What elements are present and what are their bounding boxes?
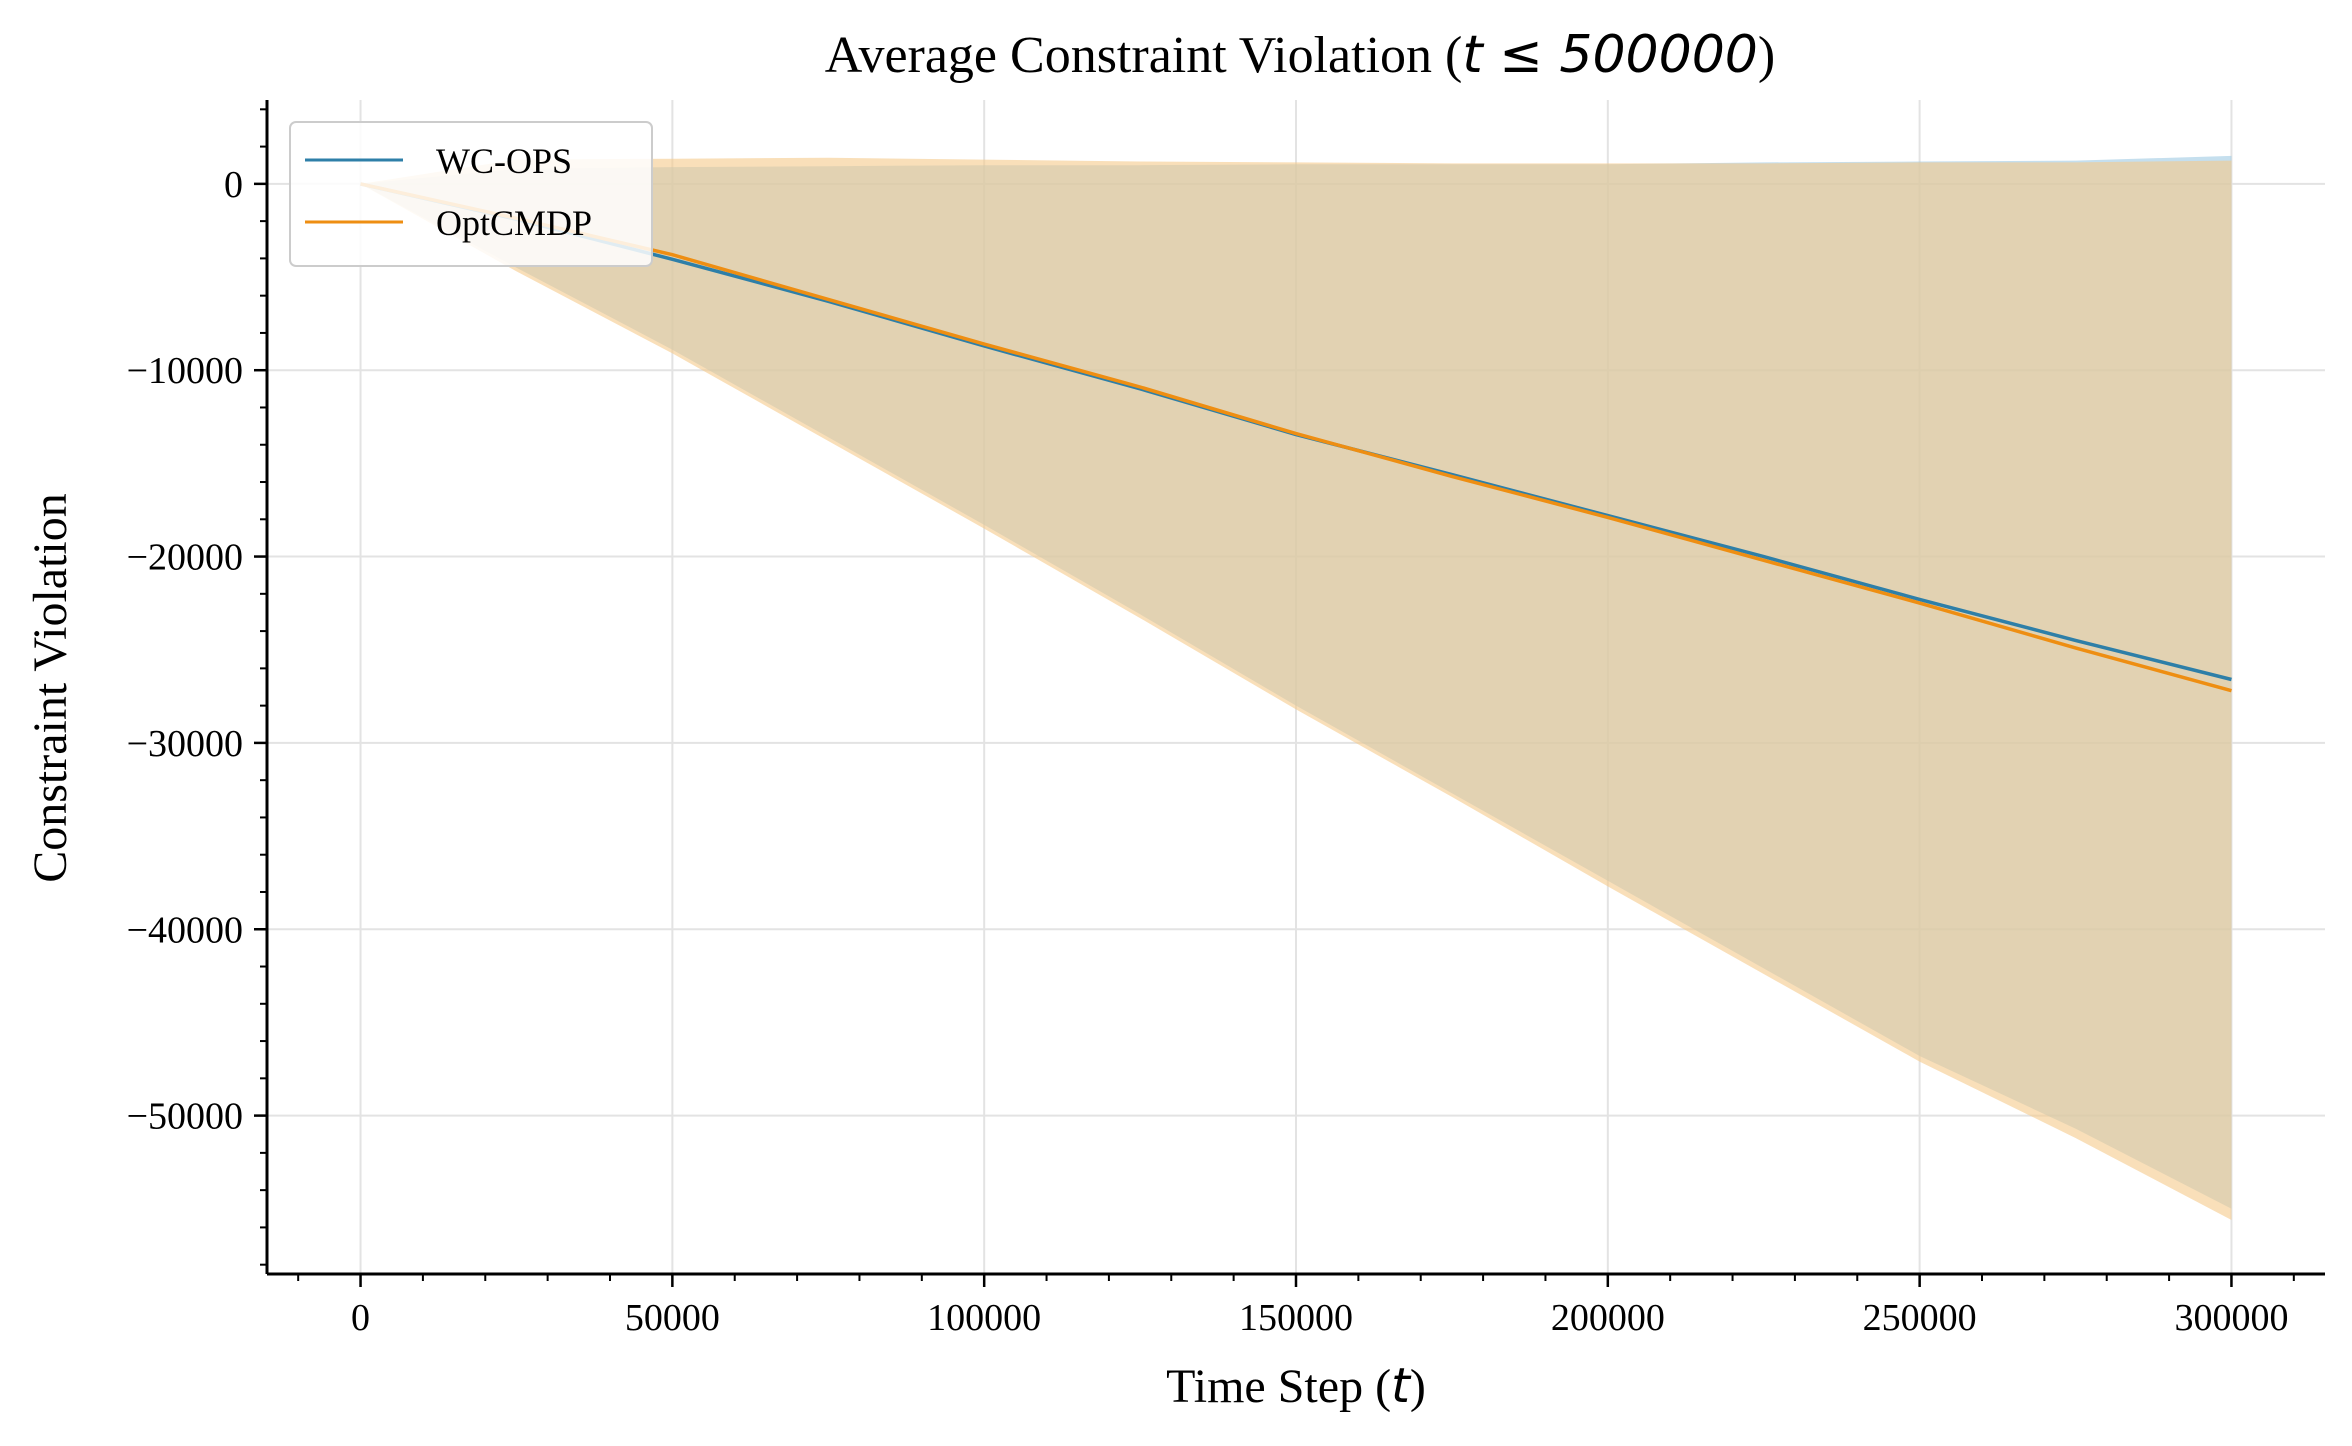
y-tick-label-0: 0 <box>224 164 243 206</box>
x-axis-label: Time Step (t) <box>1166 1358 1426 1414</box>
chart-title-suffix: ) <box>1758 27 1775 84</box>
line-optcmdp <box>360 182 2232 693</box>
x-tick-label-5: 250000 <box>1863 1297 1977 1339</box>
chart-title-math: t ≤ 500000 <box>1462 25 1758 85</box>
y-axis-label: Constraint Violation <box>24 493 77 883</box>
x-axis-label-math: t <box>1391 1358 1412 1414</box>
legend-label-optcmdp: OptCMDP <box>436 203 592 243</box>
x-axis-label-suffix: ) <box>1410 1360 1426 1413</box>
x-tick-label-0: 0 <box>351 1297 370 1339</box>
plot-area <box>267 100 2325 1274</box>
x-tick-label-2: 100000 <box>927 1297 1041 1339</box>
mean-lines <box>360 182 2232 693</box>
x-axis-label-prefix: Time Step ( <box>1166 1360 1391 1413</box>
x-tick-label-3: 150000 <box>1239 1297 1353 1339</box>
confidence-bands <box>360 155 2232 1220</box>
x-tick-label-1: 50000 <box>625 1297 720 1339</box>
y-tick-label-4: −40000 <box>127 909 243 951</box>
y-tick-label-5: −50000 <box>127 1096 243 1138</box>
legend: WC-OPS OptCMDP <box>289 121 653 267</box>
band-optcmdp <box>360 157 2232 1220</box>
y-tick-label-1: −10000 <box>127 350 243 392</box>
y-axis-ticks: 0 −10000 −20000 −30000 −40000 −50000 <box>127 108 267 1266</box>
x-tick-label-6: 300000 <box>2174 1297 2288 1339</box>
legend-label-wc-ops: WC-OPS <box>436 141 572 181</box>
legend-box <box>289 121 653 267</box>
y-tick-label-3: −30000 <box>127 723 243 765</box>
x-tick-label-4: 200000 <box>1551 1297 1665 1339</box>
chart-title-prefix: Average Constraint Violation ( <box>825 27 1463 84</box>
x-axis-ticks: 0 50000 100000 150000 200000 250000 300000 <box>297 1274 2295 1339</box>
y-tick-label-2: −20000 <box>127 537 243 579</box>
chart-title: Average Constraint Violation (t ≤ 500000… <box>825 25 1775 85</box>
